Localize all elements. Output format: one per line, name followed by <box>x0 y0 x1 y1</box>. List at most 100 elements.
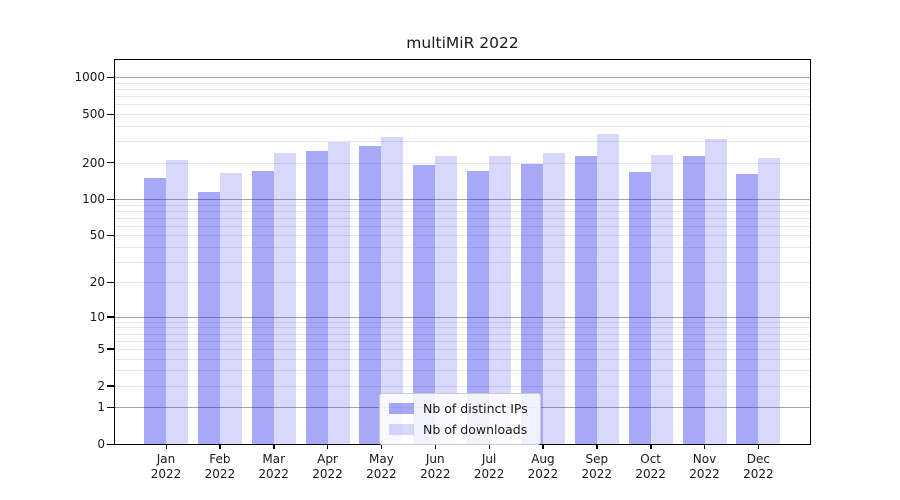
x-axis-tick-label: May 2022 <box>366 452 397 481</box>
x-axis-tick <box>327 444 329 449</box>
bar-downloads <box>435 155 458 444</box>
y-axis-tick <box>107 316 114 318</box>
y-axis-tick-label: 1000 <box>74 70 105 85</box>
y-axis-tick-label: 100 <box>82 192 105 207</box>
bar-downloads <box>650 154 673 444</box>
y-axis-tick-label: 1 <box>97 400 105 415</box>
x-axis-tick <box>165 444 167 449</box>
gridline-minor <box>115 327 810 329</box>
y-axis-tick-label: 50 <box>89 228 105 243</box>
y-axis-tick <box>107 198 114 200</box>
y-axis-tick-label: 10 <box>89 309 105 324</box>
gridline-minor <box>115 104 810 106</box>
bar-distinct-ips <box>144 177 166 444</box>
legend-entry-distinct-ips: Nb of distinct IPs <box>389 401 528 416</box>
bar-downloads <box>381 136 404 444</box>
bar-downloads <box>542 152 565 444</box>
y-axis-tick <box>107 234 114 237</box>
gridline-minor <box>115 348 810 350</box>
gridline-major <box>115 77 810 79</box>
gridline-minor <box>115 225 810 227</box>
x-axis-tick <box>273 444 275 449</box>
y-axis-tick-label: 0 <box>97 437 105 451</box>
x-axis-tick <box>704 444 706 449</box>
y-axis-tick <box>107 76 114 79</box>
legend-label-downloads: Nb of downloads <box>423 422 528 437</box>
x-axis-tick-label: Aug 2022 <box>527 452 559 481</box>
gridline-minor <box>115 333 810 335</box>
y-axis-tick <box>107 162 114 164</box>
x-axis-tick <box>596 444 598 449</box>
plot-area: Nb of distinct IPs Nb of downloads 0 1 2 5 1… <box>74 59 811 481</box>
gridline-minor <box>115 370 810 372</box>
legend-swatch-distinct-ips <box>389 403 414 414</box>
bar-downloads <box>166 159 188 444</box>
gridline-minor <box>115 89 810 91</box>
gridline-minor <box>115 385 810 387</box>
x-axis-tick <box>650 444 652 449</box>
gridline-major <box>115 316 810 318</box>
y-axis-tick-label: 200 <box>82 155 105 170</box>
bar-distinct-ips <box>251 170 274 444</box>
y-axis-tick <box>107 385 114 387</box>
bar-distinct-ips <box>628 171 651 444</box>
y-axis-tick-label: 2 <box>97 378 105 393</box>
bar-distinct-ips <box>682 155 705 444</box>
x-axis-tick-label: Jan 2022 <box>150 452 182 481</box>
x-axis-tick-label: Jul 2022 <box>473 452 505 481</box>
x-axis-tick <box>542 444 544 449</box>
gridline-major <box>115 199 810 201</box>
gridline-minor <box>115 114 810 116</box>
gridline-minor <box>115 204 810 206</box>
bar-distinct-ips <box>413 164 436 444</box>
y-axis-tick <box>107 113 114 115</box>
x-axis-tick-label: Apr 2022 <box>312 452 343 481</box>
y-axis-tick-label: 5 <box>97 341 105 356</box>
gridline-minor <box>115 141 810 143</box>
gridline-minor <box>115 125 810 127</box>
gridline-minor <box>115 246 810 248</box>
x-axis-tick <box>488 444 490 449</box>
legend-label-distinct-ips: Nb of distinct IPs <box>423 401 528 416</box>
bar-downloads <box>758 158 781 444</box>
x-axis-tick <box>219 444 221 449</box>
x-axis-tick-label: Nov 2022 <box>689 452 720 481</box>
bar-downloads <box>219 173 242 444</box>
x-axis-tick-label: Mar 2022 <box>258 452 289 481</box>
legend-entry-downloads: Nb of downloads <box>389 422 528 437</box>
bar-downloads <box>596 133 619 444</box>
bar-distinct-ips <box>736 174 759 444</box>
gridline-minor <box>115 282 810 284</box>
legend: Nb of distinct IPs Nb of downloads <box>379 393 541 445</box>
gridline-minor <box>115 358 810 360</box>
bar-distinct-ips <box>467 170 490 444</box>
gridline-minor <box>115 235 810 237</box>
gridline-minor <box>115 340 810 342</box>
gridline-minor <box>115 162 810 164</box>
x-axis-tick-label: Feb 2022 <box>204 452 236 481</box>
y-axis-tick-label: 500 <box>82 107 105 122</box>
y-axis-tick <box>107 443 114 445</box>
bar-distinct-ips <box>574 155 597 444</box>
bar-distinct-ips <box>359 145 382 444</box>
bar-downloads <box>704 139 727 444</box>
x-axis-tick <box>757 444 760 449</box>
x-axis-tick <box>434 444 437 449</box>
bar-downloads <box>489 155 512 444</box>
x-axis-tick-label: Oct 2022 <box>635 452 666 481</box>
legend-swatch-downloads <box>389 424 414 435</box>
gridline-minor <box>115 96 810 98</box>
y-axis-tick-label: 20 <box>89 275 105 290</box>
gridline-minor <box>115 321 810 323</box>
chart-title: multiMiR 2022 <box>406 34 519 52</box>
bar-distinct-ips <box>197 192 220 444</box>
bar-downloads <box>273 152 296 444</box>
bar-downloads <box>327 141 350 444</box>
gridline-minor <box>115 210 810 212</box>
x-axis-tick-label: Jun 2022 <box>419 452 451 481</box>
y-axis-tick <box>107 281 114 284</box>
y-axis-tick <box>107 406 114 409</box>
x-axis-tick-label: Dec 2022 <box>743 452 774 481</box>
bar-distinct-ips <box>520 163 543 444</box>
